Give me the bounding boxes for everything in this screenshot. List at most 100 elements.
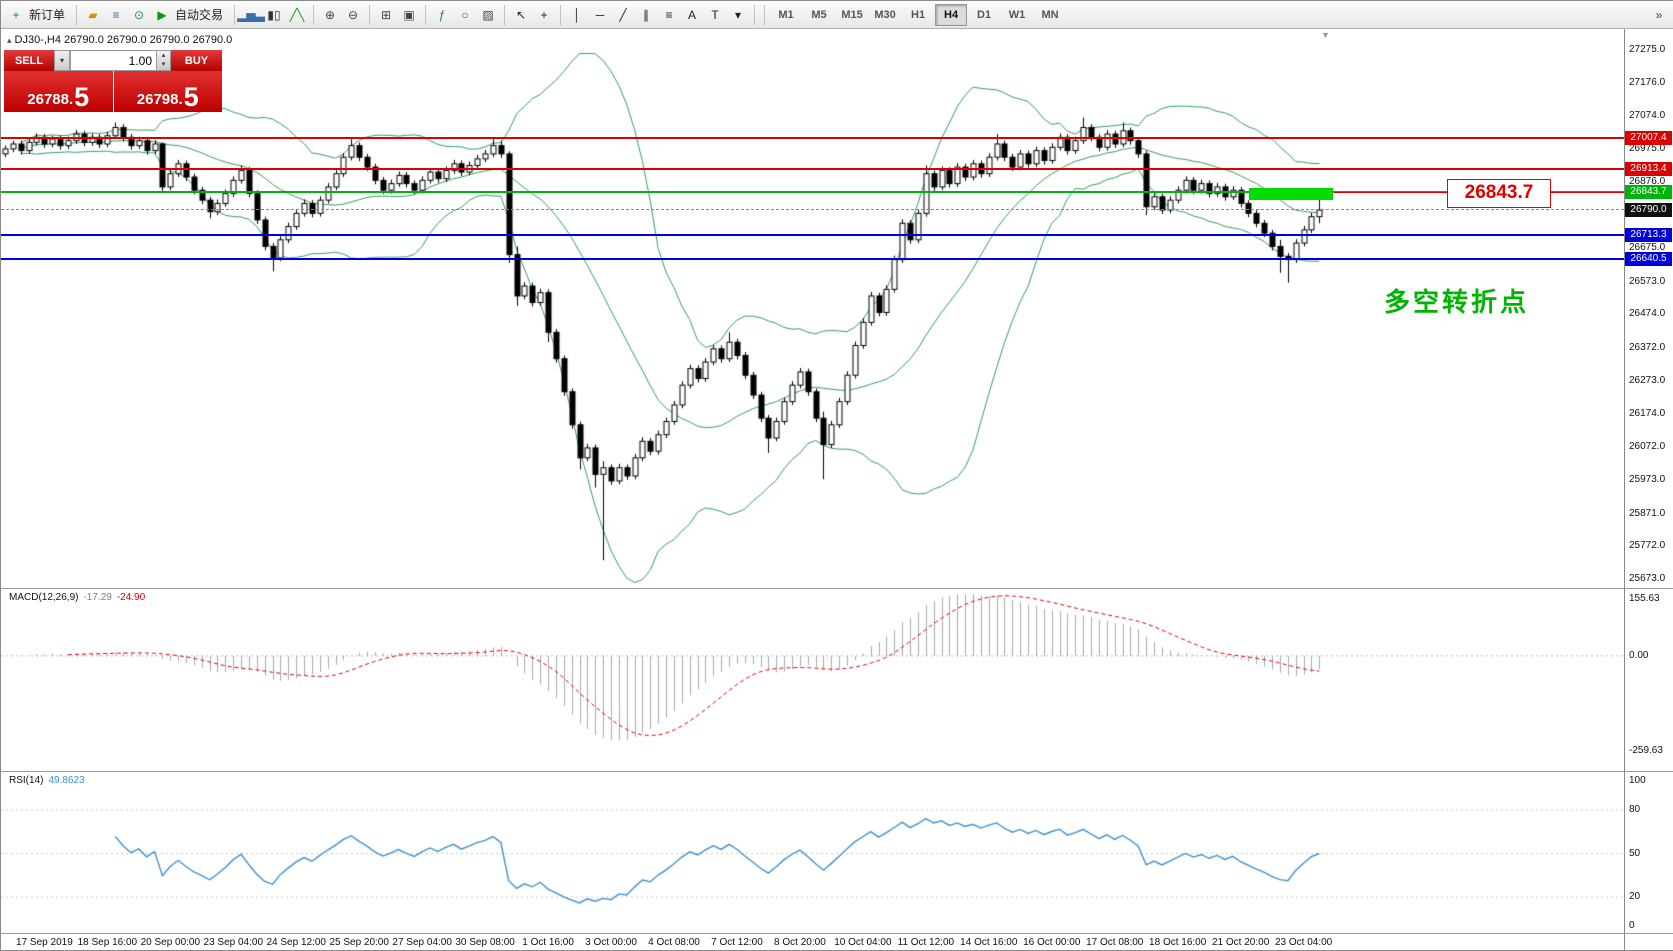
autotrading-button[interactable]: ▶	[157, 7, 167, 22]
buy-button[interactable]: BUY	[171, 50, 222, 71]
toolbar-separator	[504, 4, 506, 25]
rsi-axis-label: 50	[1629, 847, 1641, 859]
buy-price-button[interactable]: 26798. 5	[113, 71, 222, 112]
rsi-axis-label: 80	[1629, 804, 1641, 815]
navigator-icon[interactable]: ⊙	[133, 7, 145, 22]
current-price-line[interactable]	[1, 209, 1624, 211]
volume-input[interactable]	[71, 51, 170, 70]
support-upper-line[interactable]	[1, 234, 1624, 237]
date-axis-label: 10 Oct 04:00	[834, 937, 892, 948]
timeframe-button-m1[interactable]: M1	[778, 8, 794, 21]
indicators-icon[interactable]: ƒ	[438, 7, 446, 22]
market-watch-icon[interactable]: ≡	[112, 7, 120, 22]
zoom-out-icon[interactable]: ⊖	[348, 7, 359, 22]
price-axis-label: 26573.0	[1629, 275, 1666, 287]
candlestick-chart-icon[interactable]: ▮▯	[267, 7, 281, 22]
toolbar-separator	[234, 4, 236, 25]
new-order-button[interactable]: +	[12, 7, 20, 22]
auto-arrange-icon[interactable]: ▣	[403, 7, 415, 22]
price-axis-label: 26675.0	[1629, 242, 1666, 254]
macd-name: MACD(12,26,9)	[9, 592, 79, 603]
rsi-indicator-label: RSI(14) 49.8623	[9, 775, 85, 786]
timeframe-button-h4[interactable]: H4	[935, 3, 968, 26]
one-click-trading-panel: SELL ▾ ▴ ▾ BUY 26788.5 26798.5	[4, 50, 222, 112]
periods-icon[interactable]: ○	[461, 7, 469, 22]
label-tool-icon[interactable]: T	[711, 7, 719, 22]
timeframe-button-w1[interactable]: W1	[1008, 8, 1026, 21]
macd-panel-separator[interactable]	[1, 588, 1673, 589]
profiles-icon[interactable]: ▰	[88, 7, 98, 22]
rsi-name: RSI(14)	[9, 775, 44, 786]
support-upper-tag: 26713.3	[1625, 228, 1672, 243]
zoom-in-icon[interactable]: ⊕	[325, 7, 336, 22]
macd-main-value: -17.29	[83, 592, 112, 603]
date-axis-label: 8 Oct 20:00	[774, 937, 826, 948]
cursor-icon[interactable]: ↖	[516, 7, 527, 22]
timeframe-button-d1[interactable]: D1	[977, 8, 992, 21]
symbol-marker-icon: ▴	[7, 35, 12, 45]
autotrading-button-label: 自动交易	[175, 8, 224, 22]
macd-indicator-label: MACD(12,26,9) -17.29 -24.90	[9, 592, 145, 603]
resistance-lower-tag: 26913.4	[1625, 162, 1672, 177]
price-axis-label: 27176.0	[1629, 76, 1666, 88]
macd-axis-label: -259.63	[1629, 744, 1663, 756]
trade-panel-top-row: SELL ▾ ▴ ▾ BUY	[4, 50, 222, 71]
price-axis-label: 26474.0	[1629, 308, 1666, 320]
timeframe-button-m5[interactable]: M5	[811, 8, 827, 21]
resistance-upper-line[interactable]	[1, 137, 1624, 140]
price-axis-label: 25871.0	[1629, 507, 1666, 519]
rsi-panel-separator[interactable]	[1, 771, 1673, 772]
sell-button[interactable]: SELL	[4, 50, 54, 71]
date-axis-label: 7 Oct 12:00	[711, 937, 763, 948]
highlight-rectangle-object[interactable]	[1249, 187, 1333, 201]
templates-icon[interactable]: ▨	[482, 7, 494, 22]
price-axis-label: 26876.0	[1629, 175, 1666, 187]
date-axis-label: 30 Sep 08:00	[455, 937, 515, 948]
sell-price-button[interactable]: 26788. 5	[4, 71, 113, 112]
volume-spinner-up-icon[interactable]: ▴	[161, 52, 166, 59]
trendline-icon[interactable]: ╱	[619, 7, 627, 22]
timeframe-button-mn[interactable]: MN	[1041, 8, 1059, 21]
price-callout-label[interactable]: 26843.7	[1447, 179, 1551, 208]
timeframe-button-h1[interactable]: H1	[911, 8, 926, 21]
price-axis-label: 27074.0	[1629, 110, 1666, 122]
date-axis-label: 3 Oct 00:00	[585, 937, 637, 948]
bar-chart-icon[interactable]: ▂▅▃	[237, 7, 265, 22]
line-chart-icon[interactable]: ╱╲	[289, 7, 305, 22]
price-axis-label: 26072.0	[1629, 441, 1666, 453]
tile-windows-icon[interactable]: ⊞	[381, 7, 392, 22]
toolbar-separator	[560, 4, 562, 25]
timeframe-button-m15[interactable]: M15	[841, 8, 863, 21]
date-axis-label: 21 Oct 20:00	[1211, 937, 1270, 948]
toolbar-overflow-button[interactable]: »	[1655, 7, 1663, 22]
channel-icon[interactable]: ∥	[643, 7, 650, 22]
date-axis-separator	[1, 933, 1673, 934]
crosshair-icon[interactable]: +	[540, 7, 548, 22]
sell-price-big-digit: 5	[74, 82, 90, 112]
resistance-upper-tag: 27007.4	[1625, 131, 1672, 146]
horizontal-line-icon[interactable]: ─	[595, 7, 605, 22]
date-axis-label: 24 Sep 12:00	[266, 937, 326, 948]
pivot-green-line[interactable]	[1, 191, 1624, 194]
support-lower-line[interactable]	[1, 258, 1624, 261]
volume-spinner[interactable]: ▴ ▾	[156, 51, 170, 70]
chart-shift-marker[interactable]: ▼	[1321, 30, 1330, 40]
price-axis-label: 26174.0	[1629, 407, 1666, 419]
resistance-lower-line[interactable]	[1, 168, 1624, 171]
vertical-line-icon[interactable]: │	[573, 7, 581, 22]
timeframe-button-m30[interactable]: M30	[874, 8, 896, 21]
date-axis-label: 1 Oct 16:00	[522, 937, 574, 948]
symbol-ohlc-text: DJ30-,H4 26790.0 26790.0 26790.0 26790.0	[14, 34, 233, 46]
macd-axis-label: 0.00	[1629, 649, 1649, 661]
volume-spinner-down-icon[interactable]: ▾	[161, 61, 166, 68]
trade-panel-price-row: 26788. 5 26798. 5	[4, 71, 222, 112]
price-axis-label: 25772.0	[1629, 540, 1666, 552]
turning-point-annotation[interactable]: 多空转折点	[1384, 287, 1530, 317]
support-lower-tag: 26640.5	[1625, 252, 1672, 267]
rsi-axis-label: 100	[1629, 775, 1646, 786]
text-tool-icon[interactable]: A	[688, 7, 697, 22]
fibonacci-icon[interactable]: ≡	[665, 7, 673, 22]
volume-dropdown-button[interactable]: ▾	[54, 50, 70, 71]
shapes-dropdown-icon[interactable]: ▾	[735, 7, 742, 22]
